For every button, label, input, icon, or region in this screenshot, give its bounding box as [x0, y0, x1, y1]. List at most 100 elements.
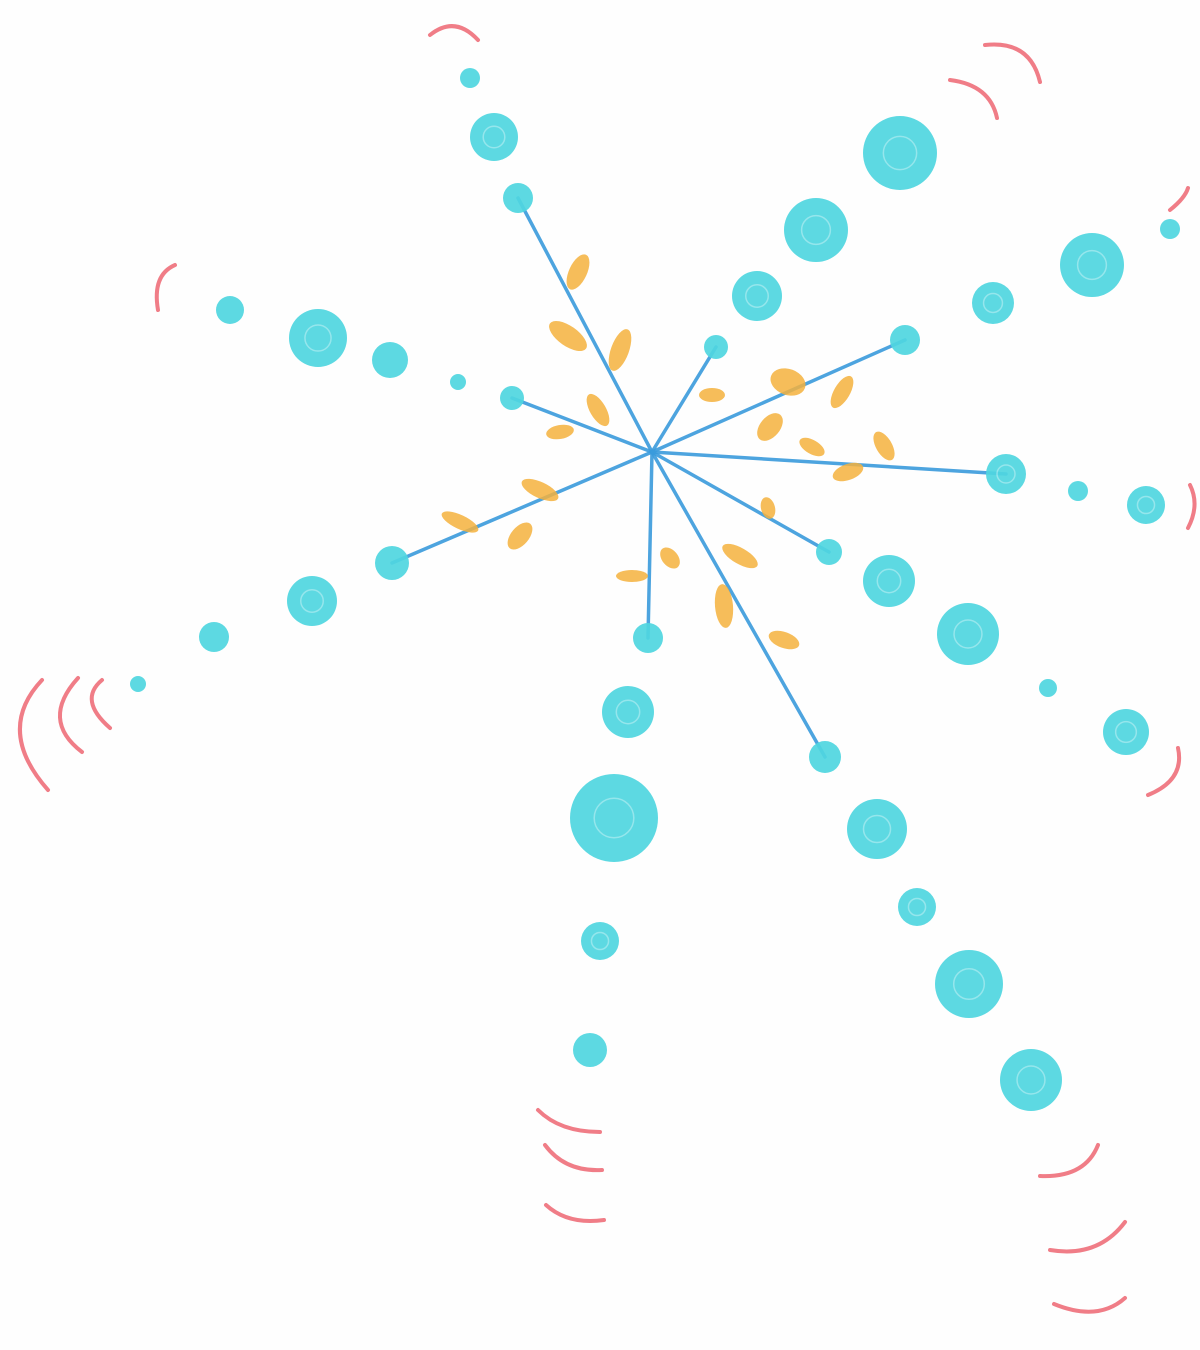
crayon-dot — [581, 922, 619, 960]
spark-stroke — [770, 368, 806, 396]
crayon-dot — [375, 546, 409, 580]
crayon-dot — [898, 888, 936, 926]
crayon-dot-highlight — [982, 292, 1004, 314]
firework-spoke — [650, 450, 831, 554]
spark-stroke — [873, 431, 895, 461]
crayon-arc — [428, 24, 480, 42]
crayon-dot — [216, 296, 244, 324]
spark-stroke — [799, 437, 825, 457]
spark-stroke — [830, 375, 854, 409]
crayon-dot — [704, 335, 728, 359]
spark-stroke — [507, 522, 533, 550]
firework-spoke — [650, 345, 718, 454]
crayon-dot — [460, 68, 480, 88]
crayon-dot — [784, 198, 848, 262]
crayon-dot — [809, 741, 841, 773]
crayon-dot — [130, 676, 146, 692]
crayon-arc — [1048, 1220, 1127, 1254]
spark-stroke — [714, 584, 734, 628]
crayon-arc — [58, 676, 84, 754]
spark-stroke — [699, 388, 725, 402]
crayon-dot — [816, 539, 842, 565]
crayon-dot — [1103, 709, 1149, 755]
crayon-dot — [847, 799, 907, 859]
crayon-dot-highlight — [800, 214, 832, 246]
crayon-dot-highlight — [1114, 720, 1138, 744]
crayon-dot — [972, 282, 1014, 324]
crayon-dot — [890, 325, 920, 355]
crayon-dot — [503, 183, 533, 213]
crayon-dot — [573, 1033, 607, 1067]
crayon-dot-highlight — [882, 135, 918, 171]
crayon-dot-highlight — [952, 967, 986, 1001]
crayon-dot — [372, 342, 408, 378]
spark-stroke — [660, 547, 680, 569]
crayon-dot-highlight — [1076, 249, 1108, 281]
spark-stroke — [722, 543, 758, 569]
crayon-dot — [937, 603, 999, 665]
firework-spoke — [650, 338, 907, 454]
crayon-dot-highlight — [1016, 1065, 1046, 1095]
crayon-dot-highlight — [482, 125, 506, 149]
spark-stroke — [566, 254, 590, 290]
crayon-dot — [863, 555, 915, 607]
crayon-dot-highlight — [593, 797, 635, 839]
crayon-dot-highlight — [304, 324, 332, 352]
crayon-dot-highlight — [862, 814, 892, 844]
crayon-arc — [1052, 1296, 1127, 1314]
crayon-arc — [536, 1108, 602, 1134]
firework-spoke — [650, 450, 1008, 476]
crayon-dot-highlight — [876, 568, 902, 594]
crayon-arc — [1038, 1143, 1100, 1179]
crayon-arc — [89, 678, 112, 730]
crayon-dot — [450, 374, 466, 390]
spark-stroke — [616, 570, 648, 582]
crayon-dot — [1060, 233, 1124, 297]
spark-stroke — [549, 320, 587, 352]
spark-stroke — [521, 478, 559, 502]
crayon-dot-highlight — [907, 897, 927, 917]
crayon-dot — [602, 686, 654, 738]
firework-spoke — [390, 450, 654, 565]
crayon-arc — [1146, 746, 1182, 797]
crayon-dot-highlight — [615, 699, 641, 725]
spark-stroke — [608, 329, 632, 371]
crayon-dot — [986, 454, 1026, 494]
crayon-dot-highlight — [953, 619, 983, 649]
spark-stroke — [757, 413, 783, 441]
crayon-dot-highlight — [996, 464, 1016, 484]
spark-stroke — [546, 424, 574, 440]
firework-spoke — [646, 450, 654, 640]
crayon-dot-highlight — [590, 931, 610, 951]
crayon-dot — [470, 113, 518, 161]
crayon-dot-highlight — [1136, 495, 1156, 515]
spark-stroke — [768, 630, 800, 650]
firework-spoke — [516, 196, 654, 454]
crayon-dot — [1127, 486, 1165, 524]
crayon-dot — [863, 116, 937, 190]
crayon-dot — [570, 774, 658, 862]
crayon-arc — [948, 78, 999, 120]
crayon-arc — [543, 1143, 604, 1173]
crayon-arc — [544, 1203, 606, 1223]
crayon-arc — [18, 678, 50, 792]
crayon-dot — [199, 622, 229, 652]
spark-stroke — [586, 393, 610, 427]
crayon-dot — [1039, 679, 1057, 697]
firework-spoke — [650, 450, 827, 759]
crayon-dot — [732, 271, 782, 321]
crayon-dot — [287, 576, 337, 626]
spark-stroke — [760, 497, 776, 519]
crayon-dot — [289, 309, 347, 367]
crayon-dot — [1068, 481, 1088, 501]
crayon-dot-highlight — [300, 589, 324, 613]
crayon-arc — [1186, 483, 1197, 530]
crayon-dot — [935, 950, 1003, 1018]
crayon-dot-highlight — [745, 284, 769, 308]
spark-stroke — [832, 462, 864, 482]
crayon-arc — [983, 42, 1042, 84]
firework-spoke — [510, 396, 654, 454]
crayon-dot — [633, 623, 663, 653]
